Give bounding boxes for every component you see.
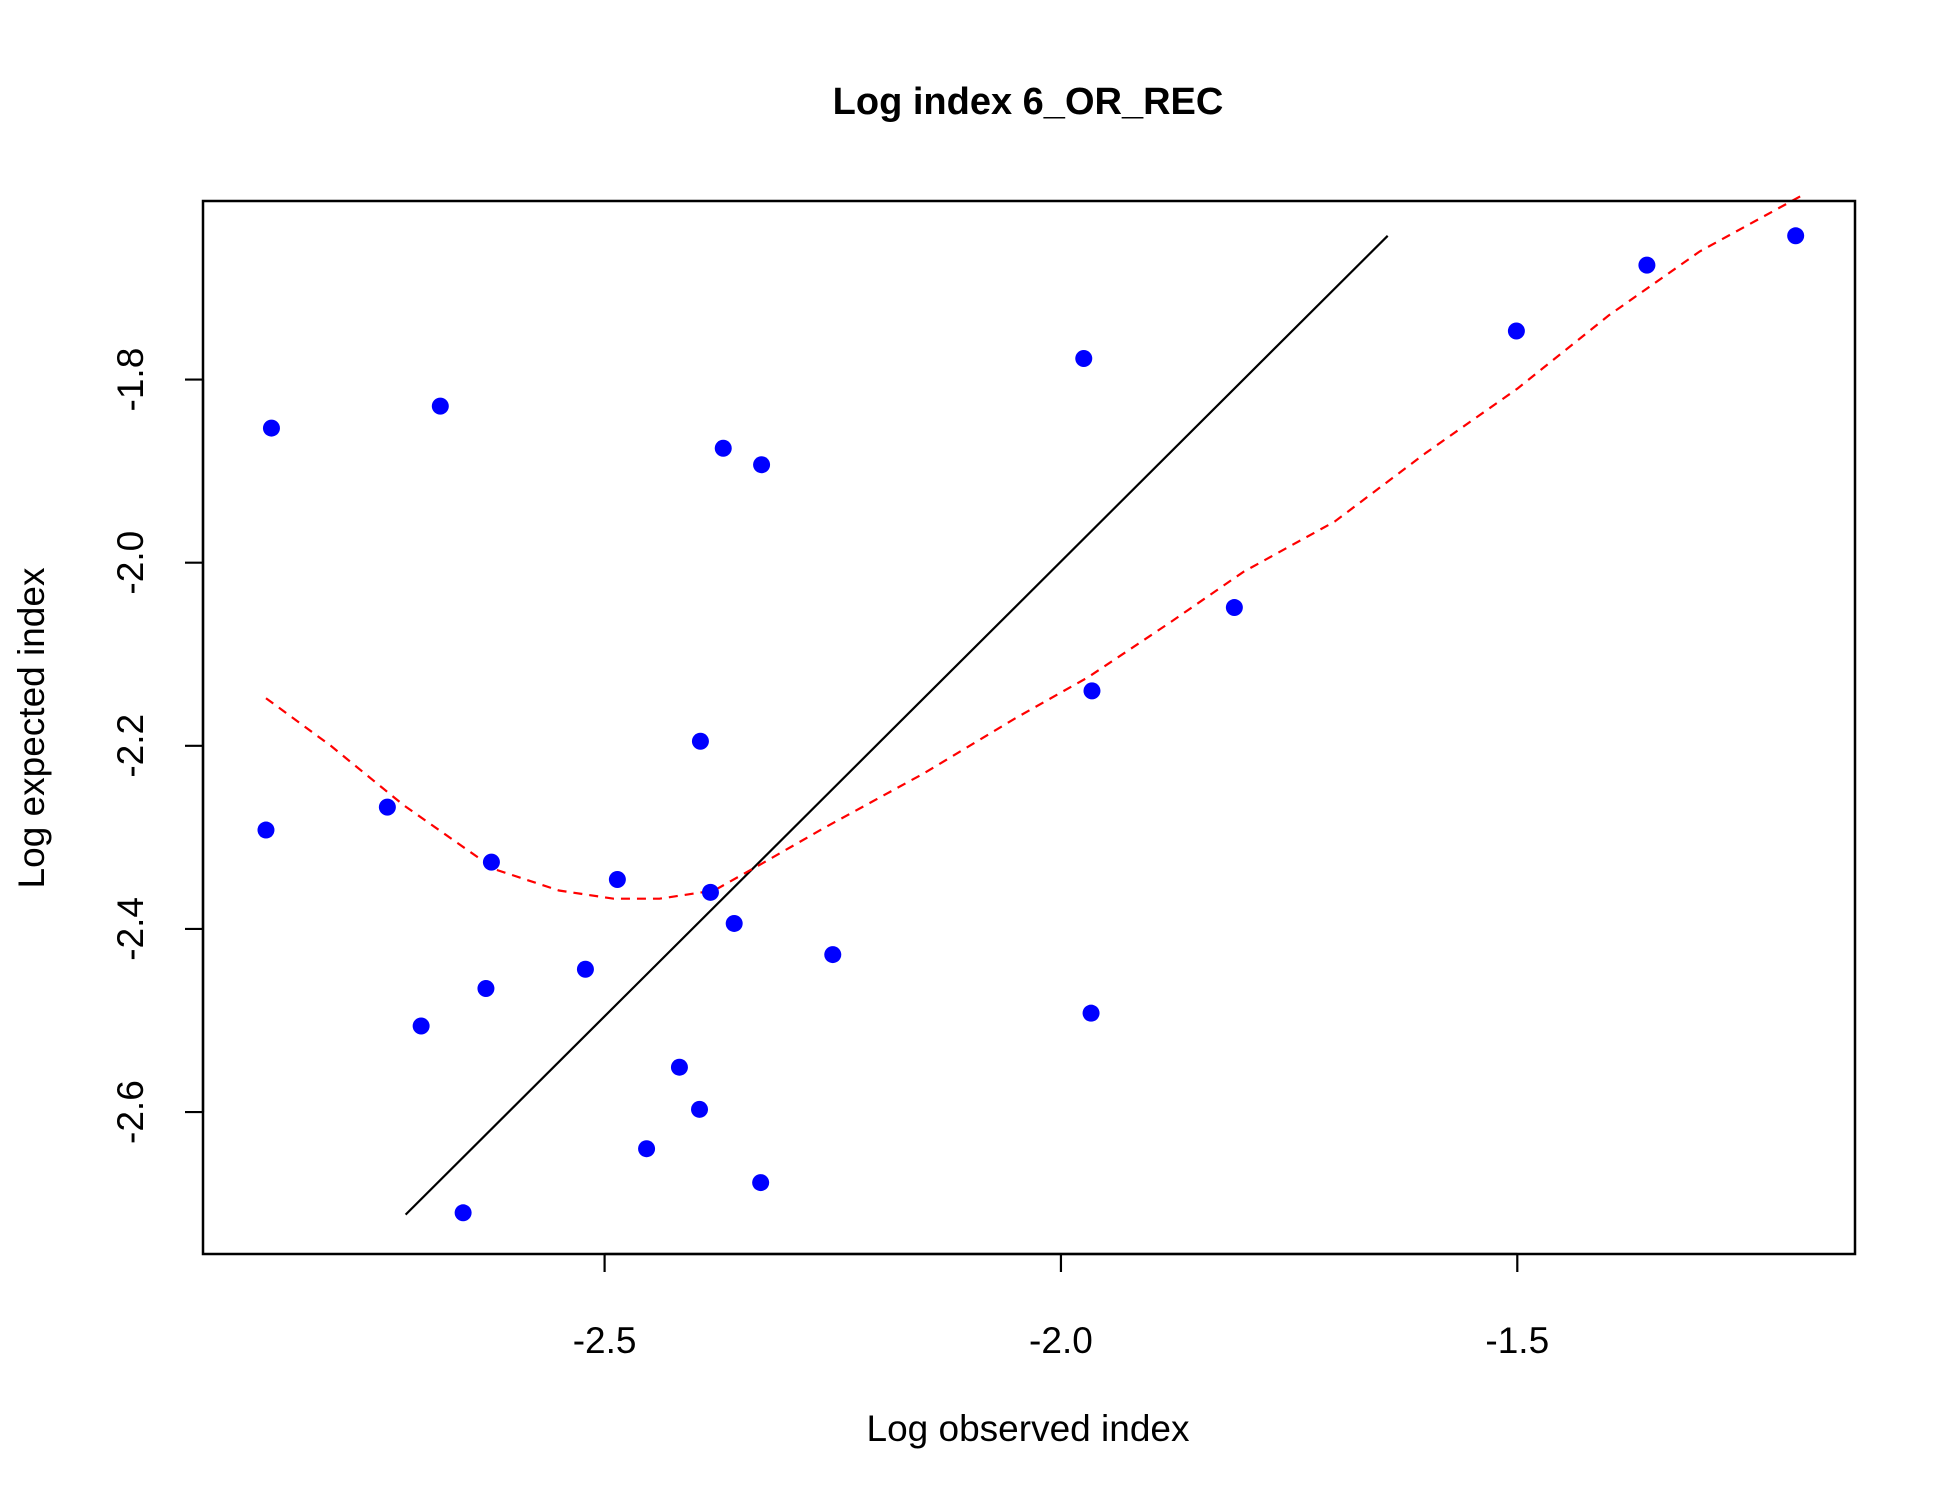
y-tick-label-3: -2.2 [110, 714, 151, 778]
data-point-12 [257, 821, 275, 839]
data-point-14 [482, 853, 500, 871]
chart-title: Log index 6_OR_REC [833, 81, 1224, 123]
y-tick-label-2: -2.4 [110, 897, 151, 961]
data-point-2 [431, 397, 449, 415]
data-point-15 [608, 870, 626, 888]
y-axis: -2.6 -2.4 -2.2 -2.0 -1.8 [110, 348, 205, 1144]
data-point-1 [262, 419, 280, 437]
y-axis-label: Log expected index [11, 567, 52, 888]
data-point-23 [670, 1058, 688, 1076]
x-tick-label-3: -1.5 [1485, 1320, 1549, 1361]
data-point-6 [1507, 322, 1525, 340]
data-point-17 [725, 914, 743, 932]
data-point-27 [454, 1204, 472, 1222]
data-point-13 [378, 798, 396, 816]
data-point-19 [576, 960, 594, 978]
data-point-26 [752, 1174, 770, 1192]
data-point-8 [1787, 227, 1805, 245]
data-point-22 [1082, 1004, 1100, 1022]
data-point-16 [701, 883, 719, 901]
data-point-7 [1638, 256, 1656, 274]
data-point-20 [477, 979, 495, 997]
data-point-5 [1075, 349, 1093, 367]
data-point-3 [714, 439, 732, 457]
x-axis-label: Log observed index [867, 1408, 1190, 1449]
y-tick-label-4: -2.0 [110, 531, 151, 595]
data-point-24 [691, 1100, 709, 1118]
data-point-25 [638, 1140, 656, 1158]
data-point-9 [1225, 599, 1243, 617]
x-tick-label-1: -2.5 [573, 1320, 637, 1361]
x-tick-label-2: -2.0 [1029, 1320, 1093, 1361]
data-point-4 [753, 456, 771, 474]
y-tick-label-5: -1.8 [110, 348, 151, 412]
plot-marks [257, 195, 1805, 1222]
data-point-10 [1083, 682, 1101, 700]
identity-line [404, 235, 1389, 1216]
smooth-trend-line [265, 195, 1801, 900]
data-point-11 [691, 732, 709, 750]
data-point-18 [824, 946, 842, 964]
x-axis: -2.5 -2.0 -1.5 [573, 1252, 1549, 1361]
data-point-21 [412, 1017, 430, 1035]
plot-frame [201, 199, 1857, 1256]
y-tick-label-1: -2.6 [110, 1080, 151, 1144]
